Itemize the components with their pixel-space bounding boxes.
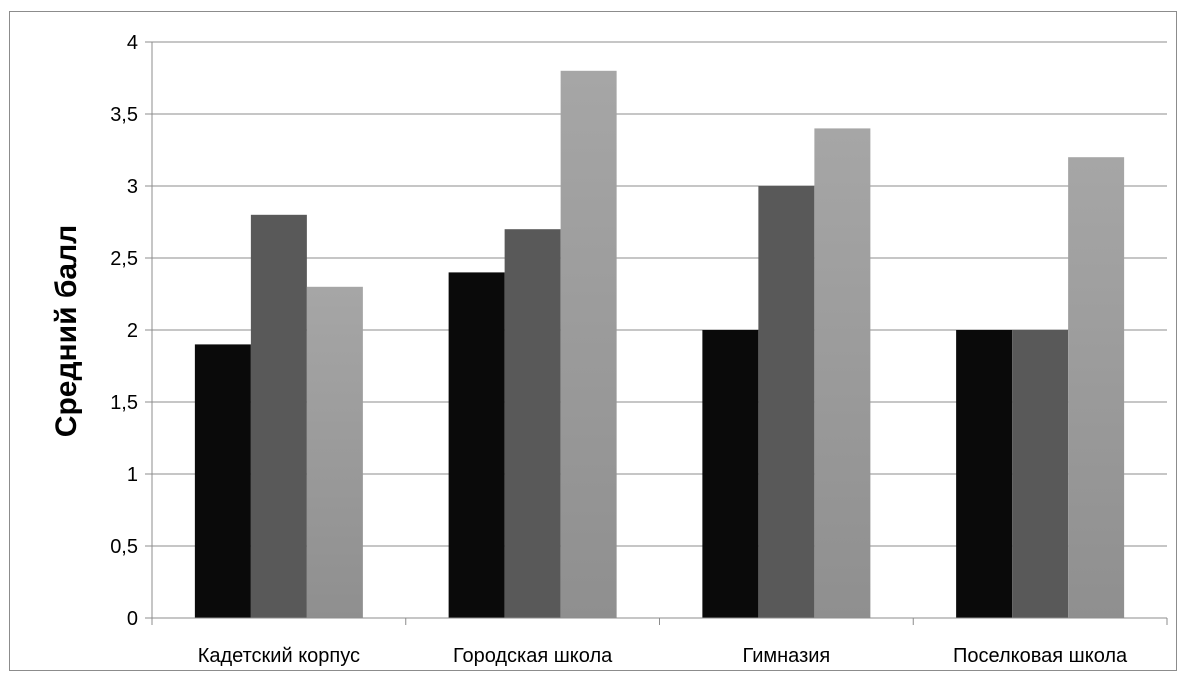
bars: [194, 70, 1125, 619]
bar-2-series-2: [504, 229, 561, 618]
bar-1-series-1: [194, 344, 251, 618]
y-tick-label: 3,5: [110, 104, 138, 126]
y-tick-label: 2,5: [110, 248, 138, 270]
x-category-label: Гимназия: [743, 645, 831, 667]
bar-3-series-3: [814, 128, 871, 618]
axes: [151, 42, 1168, 625]
y-tick-label: 1,5: [110, 392, 138, 414]
y-axis-title: Средний балл: [50, 225, 83, 437]
x-category-label: Поселковая школа: [953, 645, 1128, 667]
bar-3-series-1: [702, 330, 759, 618]
bar-3-series-2: [758, 186, 815, 618]
x-category-label: Кадетский корпус: [198, 645, 360, 667]
bar-2-series-3: [560, 70, 617, 619]
bar-1-series-3: [306, 286, 363, 618]
y-tick-labels: 0 0,5 1 1,5 2 2,5 3 3,5 4: [110, 32, 138, 630]
y-tick-label: 0,5: [110, 536, 138, 558]
bar-4-series-2: [1012, 330, 1069, 618]
x-category-label: Городская школа: [453, 645, 613, 667]
y-tick-label: 4: [127, 32, 138, 54]
bar-1-series-2: [250, 214, 307, 619]
x-category-labels: Кадетский корпус Городская школа Гимназия П…: [198, 645, 1128, 667]
bar-2-series-1: [448, 272, 505, 618]
bar-4-series-3: [1068, 157, 1125, 618]
y-tick-label: 0: [127, 608, 138, 630]
y-tick-label: 2: [127, 320, 138, 342]
y-tick-label: 1: [127, 464, 138, 486]
y-tick-label: 3: [127, 176, 138, 198]
bar-4-series-1: [956, 330, 1013, 618]
